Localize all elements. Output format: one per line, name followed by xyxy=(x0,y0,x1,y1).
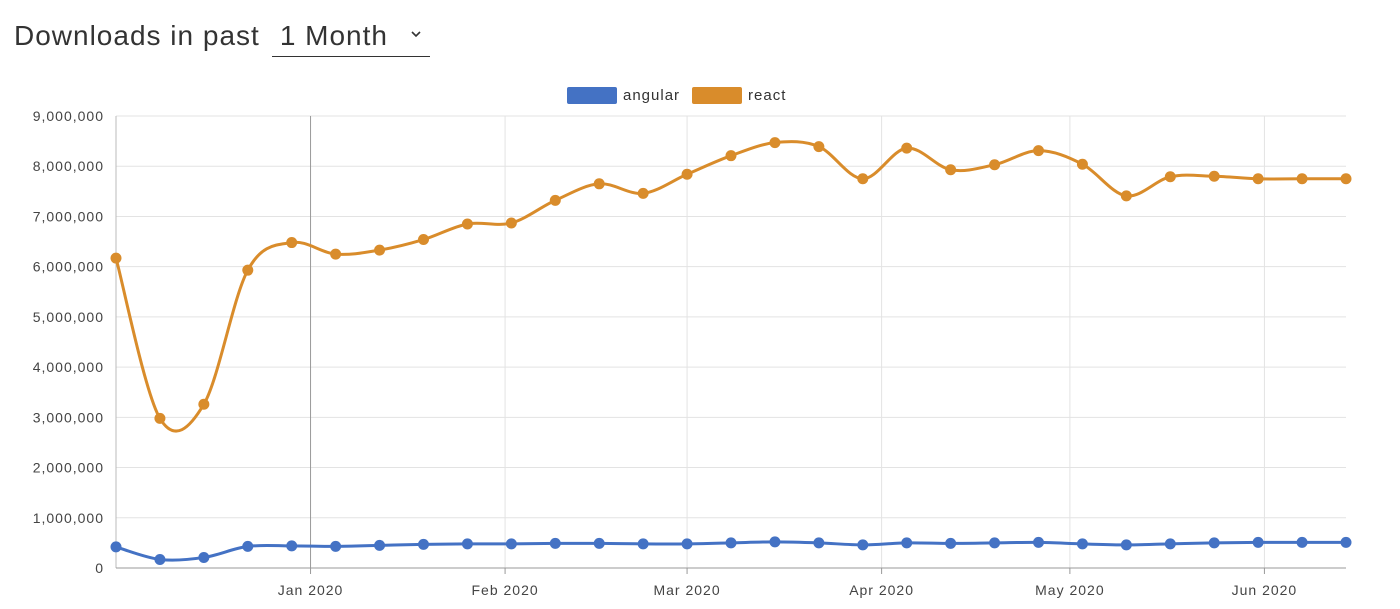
data-point-react xyxy=(813,141,825,153)
data-point-angular xyxy=(725,537,737,549)
page-title: Downloads in past xyxy=(14,20,260,51)
data-point-react xyxy=(901,142,913,154)
y-tick-label: 8,000,000 xyxy=(33,158,104,174)
data-point-angular xyxy=(945,537,957,549)
data-point-react xyxy=(1120,190,1132,202)
data-point-angular xyxy=(110,541,122,553)
data-point-angular xyxy=(989,537,1001,549)
data-point-angular xyxy=(1340,536,1352,548)
data-point-react xyxy=(1340,173,1352,185)
y-tick-label: 2,000,000 xyxy=(33,460,104,476)
data-point-angular xyxy=(593,537,605,549)
data-point-react xyxy=(505,217,517,229)
y-tick-label: 5,000,000 xyxy=(33,309,104,325)
data-point-angular xyxy=(857,539,869,551)
x-tick-label: May 2020 xyxy=(1035,582,1104,598)
legend-label-angular: angular xyxy=(623,87,681,104)
data-point-react xyxy=(857,173,869,185)
data-point-react xyxy=(945,164,957,176)
data-point-angular xyxy=(901,537,913,549)
y-tick-label: 1,000,000 xyxy=(33,510,104,526)
data-point-angular xyxy=(1033,536,1044,548)
data-point-react xyxy=(549,194,561,206)
data-point-react xyxy=(242,264,254,276)
x-tick-label: Jan 2020 xyxy=(278,582,344,598)
data-point-angular xyxy=(198,551,210,563)
data-point-react xyxy=(637,187,649,199)
data-point-react xyxy=(593,178,605,190)
data-point-angular xyxy=(286,540,298,552)
y-tick-label: 9,000,000 xyxy=(33,108,104,124)
data-point-react xyxy=(198,398,210,410)
data-point-angular xyxy=(418,538,429,550)
legend-swatch-react xyxy=(692,87,743,104)
data-point-angular xyxy=(681,538,693,550)
chevron-down-icon xyxy=(410,25,422,43)
data-point-angular xyxy=(154,553,166,565)
data-point-angular xyxy=(1164,538,1176,550)
series-line-react xyxy=(114,140,1348,433)
data-point-react xyxy=(418,234,429,246)
data-point-react xyxy=(1076,158,1088,170)
data-point-react xyxy=(154,412,166,424)
x-tick-label: Jun 2020 xyxy=(1232,582,1298,598)
legend-label-react: react xyxy=(748,87,787,104)
data-point-react xyxy=(110,252,122,264)
time-range-select[interactable]: 1 Month xyxy=(271,16,430,57)
data-point-react xyxy=(725,150,737,162)
data-point-angular xyxy=(1076,538,1088,550)
data-point-angular xyxy=(549,537,561,549)
data-point-react xyxy=(769,137,781,149)
x-tick-label: Apr 2020 xyxy=(849,582,914,598)
x-tick-label: Feb 2020 xyxy=(471,582,538,598)
data-point-react xyxy=(1033,145,1044,157)
data-point-angular xyxy=(1120,539,1132,551)
y-tick-label: 0 xyxy=(95,560,104,576)
data-point-angular xyxy=(461,538,473,550)
legend-item-angular[interactable]: angular xyxy=(567,87,680,104)
data-point-angular xyxy=(1208,537,1220,549)
x-tick-label: Mar 2020 xyxy=(653,582,720,598)
data-point-react xyxy=(461,218,473,230)
data-point-react xyxy=(286,237,298,249)
data-point-angular xyxy=(769,536,781,548)
y-tick-label: 6,000,000 xyxy=(33,259,104,275)
data-point-react xyxy=(374,244,386,256)
header: Downloads in past 1 Month xyxy=(14,14,430,58)
y-tick-label: 4,000,000 xyxy=(33,359,104,375)
data-point-angular xyxy=(330,540,342,552)
data-point-angular xyxy=(505,538,517,550)
data-point-react xyxy=(681,168,693,180)
data-point-react xyxy=(989,159,1001,171)
data-point-angular xyxy=(1296,536,1308,548)
data-point-angular xyxy=(813,537,825,549)
data-point-angular xyxy=(242,540,254,552)
data-point-angular xyxy=(1252,536,1264,548)
time-range-value: 1 Month xyxy=(279,19,388,51)
data-point-react xyxy=(1296,173,1308,185)
legend-swatch-angular xyxy=(567,87,617,104)
data-point-react xyxy=(1164,171,1176,183)
y-tick-label: 7,000,000 xyxy=(33,208,104,224)
data-point-react xyxy=(1252,173,1264,185)
data-point-angular xyxy=(374,539,386,551)
legend-item-react[interactable]: react xyxy=(692,87,786,104)
data-point-react xyxy=(330,248,342,260)
y-tick-label: 3,000,000 xyxy=(33,409,104,425)
chart-legend: angular react xyxy=(567,87,798,104)
data-point-angular xyxy=(637,538,649,550)
data-point-react xyxy=(1208,170,1220,182)
